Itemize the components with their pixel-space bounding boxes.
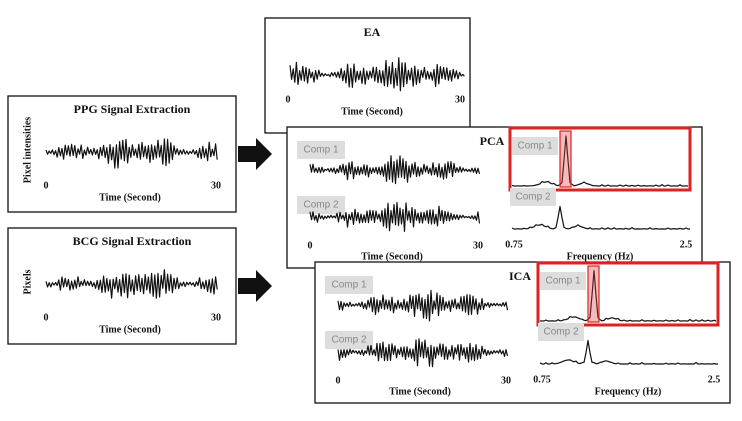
component-tag	[325, 276, 373, 294]
panel: ICA Comp 1 Comp 2 0 30 Time (Second) Comp 1 Com…	[314, 261, 731, 404]
x-end: 30	[473, 240, 483, 251]
signal-trace	[45, 269, 218, 299]
highlight	[559, 130, 572, 188]
signal-trace	[309, 155, 481, 185]
spectrum-component-label: Comp 2	[543, 327, 578, 338]
panel: BCG Signal Extraction Pixels 0 30 Time (Seco…	[7, 227, 237, 345]
y-axis-label: Pixel intensities	[22, 117, 33, 183]
x-end: 30	[455, 94, 465, 105]
arrow	[238, 138, 272, 170]
spectrum-component-label: Comp 1	[517, 141, 552, 152]
panel: PCA Comp 1 Comp 2 0 30 Time (Second) Comp 1 Com…	[286, 126, 703, 269]
arrow	[238, 270, 272, 302]
f-end: 2.5	[680, 239, 693, 250]
x-axis-label: Time (Second)	[99, 324, 161, 335]
panel-box	[314, 261, 731, 404]
panel-title: ICA	[509, 269, 531, 283]
spectrum-component-label: Comp 1	[545, 276, 580, 287]
signal-trace	[289, 57, 465, 92]
x-start: 0	[286, 94, 291, 105]
component-tag	[325, 331, 373, 349]
panel-box	[286, 126, 703, 269]
signal-trace	[309, 201, 481, 232]
x-end: 30	[211, 180, 221, 191]
f-start: 0.75	[505, 239, 523, 250]
x-start: 0	[44, 180, 49, 191]
x-end: 30	[501, 375, 511, 386]
spectrum-trace	[540, 270, 717, 322]
component-label: Comp 1	[303, 145, 338, 156]
highlight-box	[508, 126, 692, 192]
panel-title: PPG Signal Extraction	[74, 102, 191, 116]
panel-title: BCG Signal Extraction	[73, 234, 192, 248]
x-axis-label: Time (Second)	[341, 106, 403, 117]
highlight	[587, 265, 600, 323]
panel: PPG Signal Extraction Pixel intensities 0 3…	[7, 95, 237, 213]
spectrum-trace	[511, 205, 690, 230]
component-tag	[510, 188, 556, 206]
signal-trace	[337, 289, 509, 322]
f-end: 2.5	[708, 374, 721, 385]
x-axis-label: Time (Second)	[361, 251, 423, 262]
signal-trace	[337, 338, 509, 368]
signal-trace	[45, 138, 218, 169]
x-start: 0	[308, 240, 313, 251]
y-axis-label: Pixels	[22, 269, 33, 294]
spectrum-trace	[511, 135, 689, 187]
x-axis-label: Time (Second)	[99, 192, 161, 203]
component-tag	[538, 323, 584, 341]
component-tag	[540, 272, 586, 290]
f-axis-label: Frequency (Hz)	[567, 251, 634, 262]
f-start: 0.75	[533, 374, 551, 385]
panel-title: PCA	[480, 134, 505, 148]
component-tag	[512, 137, 558, 155]
panel-title: EA	[364, 25, 381, 39]
x-start: 0	[44, 312, 49, 323]
spectrum-trace	[539, 340, 718, 365]
x-end: 30	[211, 312, 221, 323]
spectrum-component-label: Comp 2	[515, 192, 550, 203]
component-tag	[297, 196, 345, 214]
component-label: Comp 1	[331, 280, 366, 291]
highlight-box	[536, 261, 720, 327]
f-axis-label: Frequency (Hz)	[595, 386, 662, 397]
panel: EA 0 30 Time (Second)	[264, 17, 471, 134]
component-tag	[297, 141, 345, 159]
component-label: Comp 2	[331, 335, 366, 346]
component-label: Comp 2	[303, 200, 338, 211]
x-start: 0	[336, 375, 341, 386]
x-axis-label: Time (Second)	[389, 386, 451, 397]
